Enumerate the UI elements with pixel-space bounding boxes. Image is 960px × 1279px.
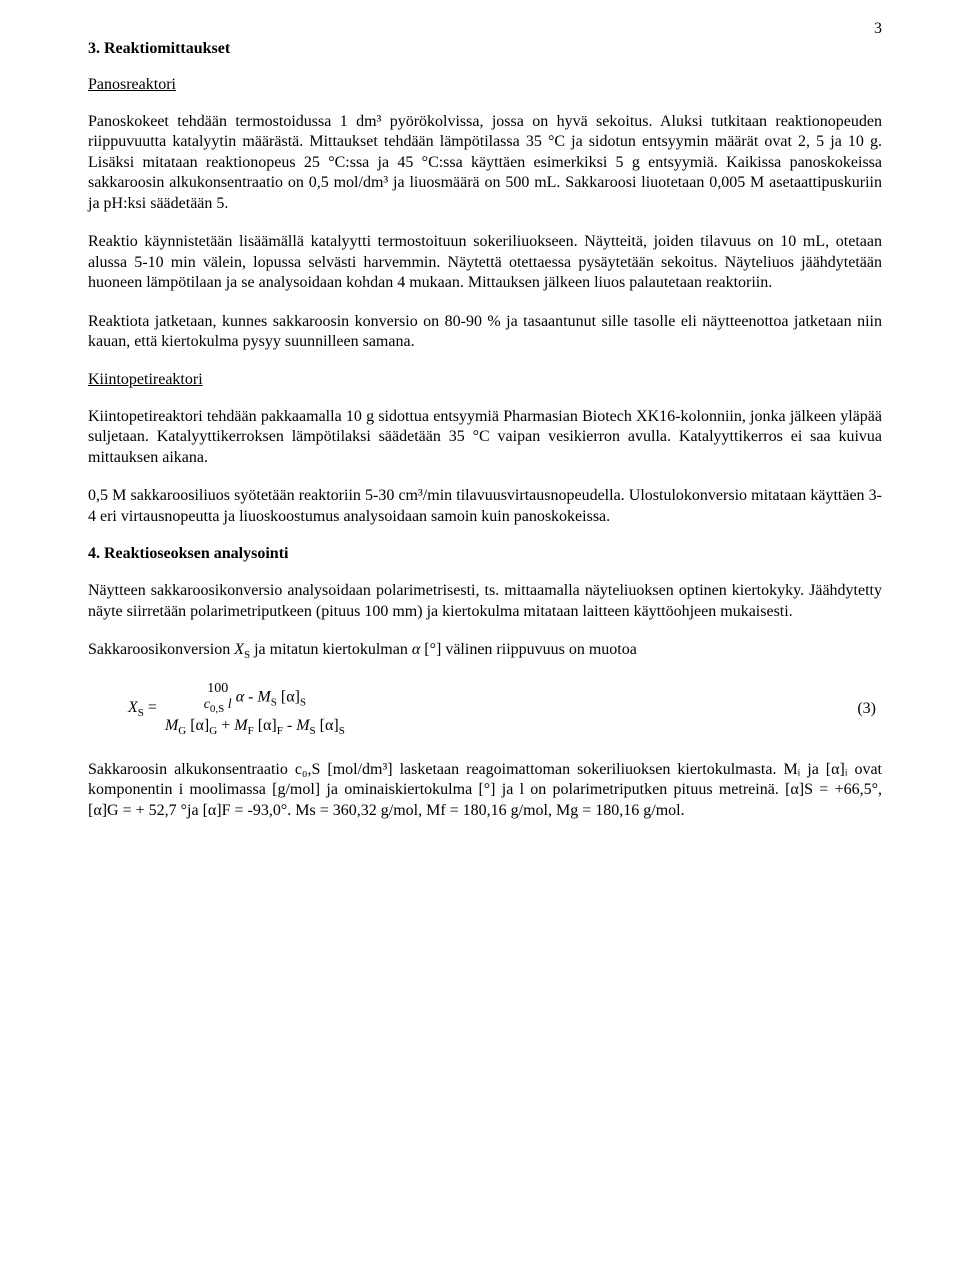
page-number: 3 — [874, 20, 882, 38]
eq-bracket-G: [α] — [190, 717, 209, 734]
kiintopetireaktori-heading: Kiintopetireaktori — [88, 371, 882, 389]
p2-alpha: α — [412, 641, 420, 658]
p2-xs-var: X — [234, 641, 244, 658]
eq-sign: = — [144, 699, 157, 716]
eq-top-rest: α - M — [236, 689, 271, 706]
eq-MF: M — [234, 717, 247, 734]
eq-bracket-S: [α] — [320, 717, 339, 734]
eq-F: F — [248, 725, 254, 737]
eq-top-bracket-S: S — [300, 697, 306, 709]
kiintopeti-p1: Kiintopetireaktori tehdään pakkaamalla 1… — [88, 407, 882, 468]
section-4-title: 4. Reaktioseoksen analysointi — [88, 545, 882, 563]
eq-minus: - — [283, 717, 296, 734]
eq-denominator: MG [α]G + MF [α]F - MS [α]S — [161, 716, 349, 738]
panosreaktori-heading: Panosreaktori — [88, 76, 882, 94]
eq-top-S: S — [271, 697, 277, 709]
p2-prefix: Sakkaroosikonversion — [88, 641, 234, 658]
eq-inner-fraction: 100 c0,S l — [204, 681, 232, 714]
equation-3: XS = 100 c0,S l α - MS [α]S MG [α]G + MF… — [88, 680, 882, 737]
eq-l: l — [228, 697, 232, 712]
p2-mid: ja mitatun kiertokulman — [250, 641, 412, 658]
eq-inner-bot: c0,S l — [204, 697, 232, 715]
page: 3 3. Reaktiomittaukset Panosreaktori Pan… — [0, 0, 960, 1279]
p2-suffix: [°] välinen riippuvuus on muotoa — [420, 641, 637, 658]
equation-number-3: (3) — [857, 700, 882, 718]
kiintopeti-p2: 0,5 M sakkaroosiliuos syötetään reaktori… — [88, 486, 882, 527]
section4-p2: Sakkaroosikonversion XS ja mitatun kiert… — [88, 640, 882, 662]
eq-c-sub: 0,S — [210, 702, 224, 714]
panosreaktori-p1: Panoskokeet tehdään termostoidussa 1 dm³… — [88, 112, 882, 214]
eq-plus: + — [217, 717, 234, 734]
section4-p1: Näytteen sakkaroosikonversio analysoidaa… — [88, 581, 882, 622]
eq-main-fraction: 100 c0,S l α - MS [α]S MG [α]G + MF [α]F… — [161, 680, 349, 737]
panosreaktori-p2: Reaktio käynnistetään lisäämällä katalyy… — [88, 232, 882, 293]
section4-p3: Sakkaroosin alkukonsentraatio c₀,S [mol/… — [88, 760, 882, 821]
eq-lhs: XS = — [88, 699, 157, 719]
section-3-title: 3. Reaktiomittaukset — [88, 40, 882, 58]
eq-numerator: 100 c0,S l α - MS [α]S — [161, 680, 349, 715]
eq-G: G — [178, 725, 186, 737]
eq-bracket-Ssub2: S — [339, 725, 345, 737]
eq-inner-top: 100 — [204, 681, 232, 696]
eq-top-bracket: [α] — [281, 689, 300, 706]
eq-MS: M — [296, 717, 309, 734]
eq-X: X — [128, 699, 138, 716]
eq-Ssub: S — [310, 725, 316, 737]
panosreaktori-p3: Reaktiota jatketaan, kunnes sakkaroosin … — [88, 312, 882, 353]
eq-bracket-F: [α] — [258, 717, 277, 734]
eq-MG: M — [165, 717, 178, 734]
